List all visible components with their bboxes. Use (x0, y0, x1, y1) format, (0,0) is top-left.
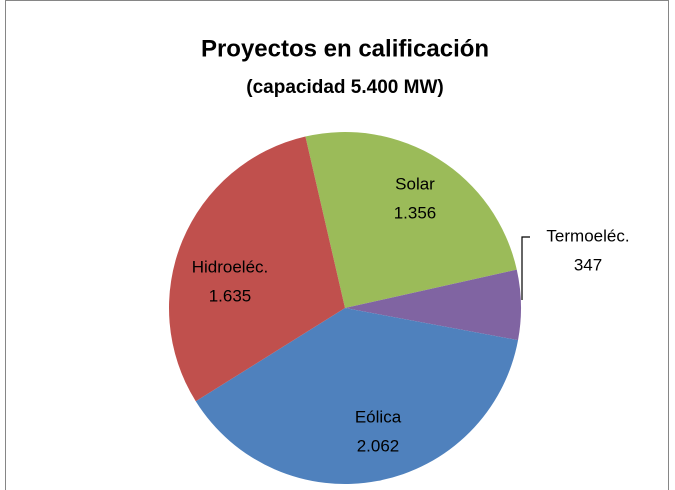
slice-label: Hidroeléc. (192, 257, 269, 276)
slice-value: 347 (574, 255, 602, 274)
slice-value: 1.635 (209, 286, 252, 305)
pie-slice (195, 308, 519, 484)
pie-slice (345, 269, 521, 341)
slice-label: Eólica (355, 407, 402, 426)
slice-value: 1.356 (394, 203, 437, 222)
pie-slice (305, 132, 517, 308)
slice-value: 2.062 (357, 436, 400, 455)
pie-slice (169, 136, 345, 402)
chart-title: Proyectos en calificación (201, 35, 489, 62)
slice-label: Termoeléc. (546, 226, 629, 245)
leader-line (521, 236, 530, 300)
chart-subtitle: (capacidad 5.400 MW) (246, 77, 443, 98)
slice-label: Solar (395, 174, 435, 193)
